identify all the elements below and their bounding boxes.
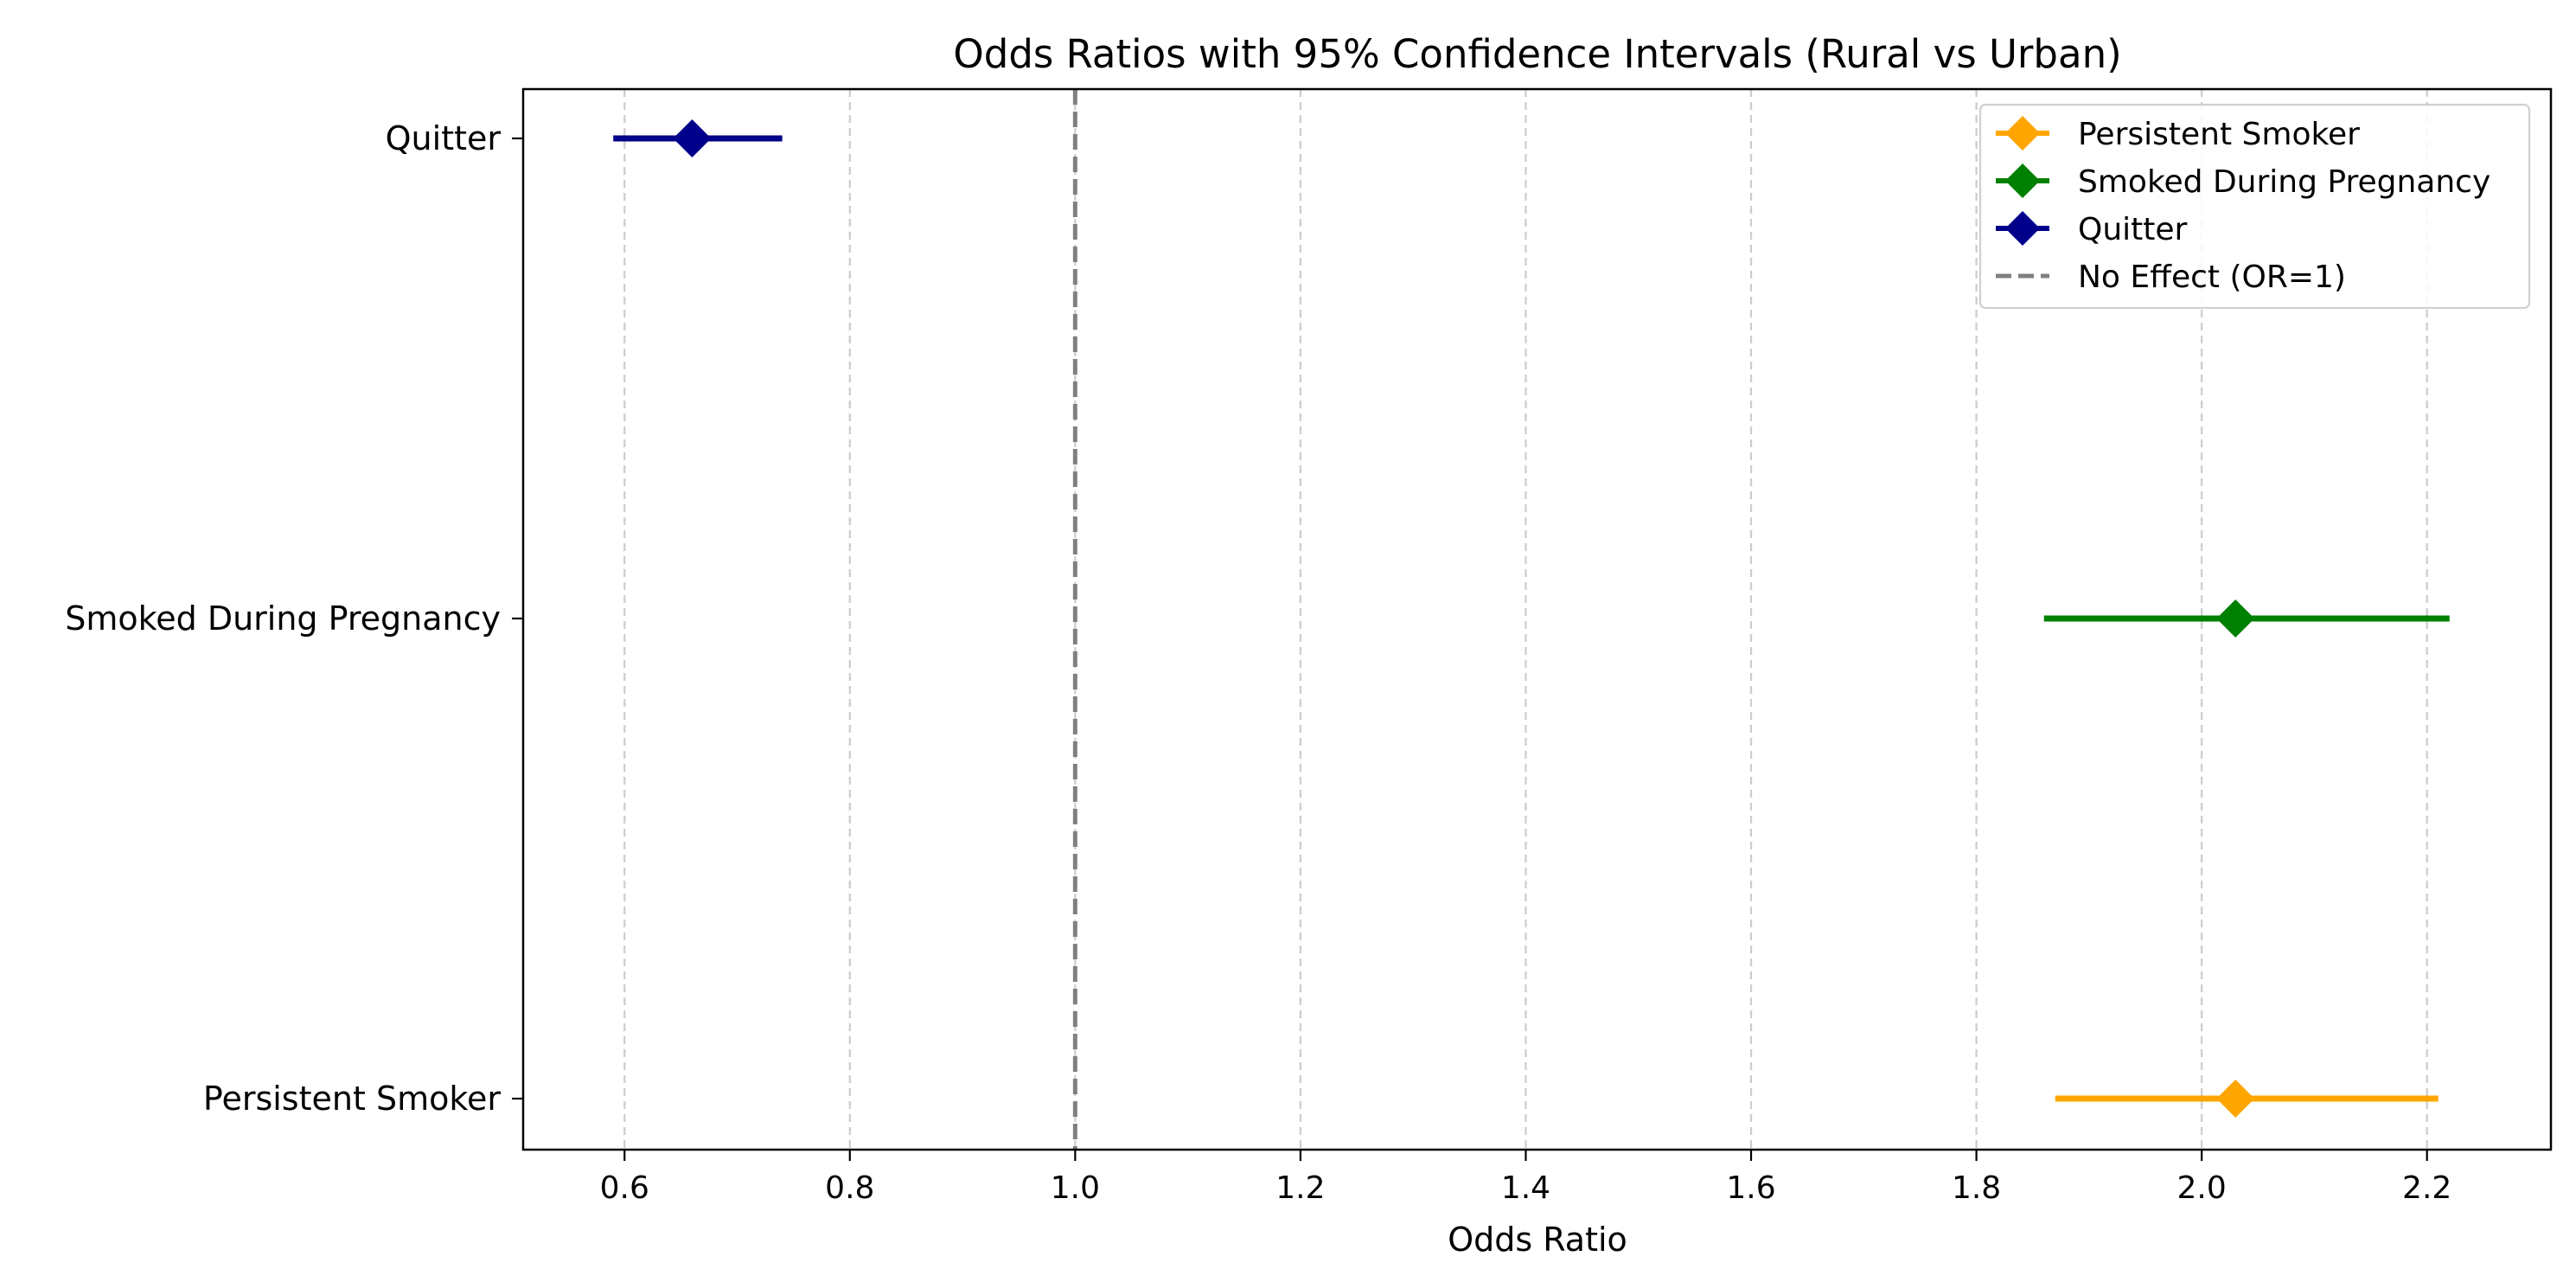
x-tick-label: 2.0 [2177,1170,2227,1206]
y-axis-ticks: Persistent Smoker Smoked During Pregnancy… [65,119,523,1118]
legend-box [1978,103,2531,310]
x-axis-ticks: 0.6 0.8 1.0 1.2 1.4 1.6 1.8 2.0 2.2 [600,1150,2451,1206]
x-tick-label: 1.4 [1501,1170,1550,1206]
legend-entry: Quitter [1996,211,2188,247]
series-quitter [613,119,783,157]
legend-label: Smoked During Pregnancy [2078,164,2490,200]
odds-ratio-marker [673,119,712,157]
y-tick-label: Quitter [386,119,502,157]
x-axis-label: Odds Ratio [1448,1221,1627,1259]
legend-marker-swatch [2005,163,2040,198]
odds-ratio-marker [2216,1080,2255,1118]
legend-entry: Smoked During Pregnancy [1996,163,2490,200]
x-tick-label: 2.2 [2402,1170,2451,1206]
legend-entry: Persistent Smoker [1996,116,2360,152]
legend: Persistent Smoker Smoked During Pregnancy… [1978,103,2531,310]
y-tick-label: Smoked During Pregnancy [65,599,501,638]
x-tick-label: 0.8 [825,1170,874,1206]
x-tick-label: 1.2 [1275,1170,1325,1206]
series-layer [613,119,2450,1118]
legend-marker-swatch [2005,116,2040,151]
legend-entry: No Effect (OR=1) [1996,260,2346,295]
legend-label: Quitter [2078,212,2188,247]
x-tick-label: 0.6 [600,1170,649,1206]
x-tick-label: 1.6 [1726,1170,1775,1206]
legend-label: No Effect (OR=1) [2078,260,2346,295]
odds-ratio-marker [2216,599,2255,638]
chart-title: Odds Ratios with 95% Confidence Interval… [953,31,2121,77]
x-tick-label: 1.0 [1051,1170,1100,1206]
series-persistent-smoker [2055,1080,2439,1118]
series-smoked-during-pregnancy [2043,599,2450,638]
legend-marker-swatch [2005,211,2040,246]
legend-label: Persistent Smoker [2078,117,2360,152]
x-tick-label: 1.8 [1952,1170,2001,1206]
y-tick-label: Persistent Smoker [203,1080,501,1118]
